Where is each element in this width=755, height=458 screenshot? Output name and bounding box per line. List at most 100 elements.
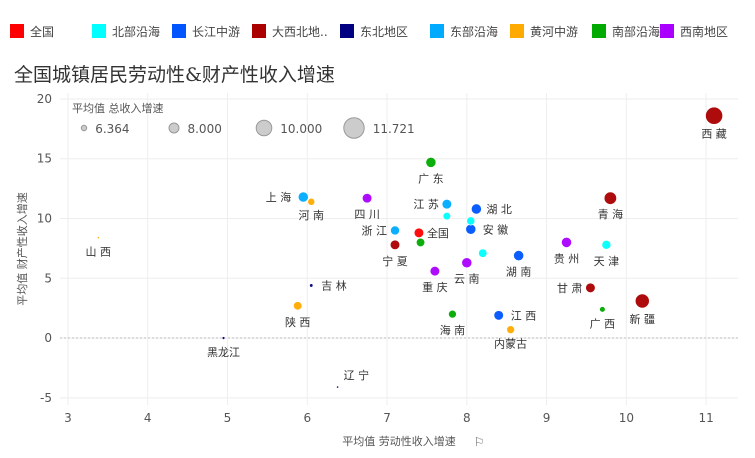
- data-label: 海 南: [440, 323, 466, 337]
- size-legend-label: 8.000: [187, 122, 221, 136]
- legend-swatch: [660, 24, 674, 38]
- data-point: [96, 236, 100, 240]
- x-tick-label: 5: [224, 411, 232, 425]
- data-label: 广 西: [590, 317, 616, 330]
- data-point: [292, 301, 303, 311]
- x-tick-label: 6: [303, 411, 311, 425]
- data-label: 西 藏: [701, 128, 727, 141]
- data-point: [390, 225, 401, 236]
- legend-item[interactable]: 北部沿海: [92, 22, 160, 40]
- data-label: 甘 肃: [557, 282, 583, 295]
- size-legend-label: 6.364: [95, 122, 129, 136]
- data-label: 上 海: [266, 190, 292, 204]
- legend-item[interactable]: 大西北地..: [252, 22, 328, 40]
- legend-swatch: [430, 24, 444, 38]
- legend-item[interactable]: 黄河中游: [510, 22, 578, 40]
- legend-swatch: [510, 24, 524, 38]
- data-point: [307, 197, 316, 206]
- data-label: 全国: [427, 226, 449, 240]
- data-point: [447, 309, 457, 319]
- legend-label: 长江中游: [192, 24, 241, 39]
- data-label: 辽 宁: [344, 368, 370, 382]
- data-label: 内蒙古: [494, 337, 527, 351]
- x-tick-label: 11: [698, 411, 713, 425]
- x-tick-label: 4: [144, 411, 152, 425]
- data-label: 江 西: [511, 309, 537, 322]
- y-tick-label: 10: [37, 212, 52, 226]
- data-label: 吉 林: [321, 278, 347, 292]
- data-label: 安 徽: [483, 222, 509, 236]
- size-legend-circle: [255, 119, 273, 137]
- data-point: [415, 237, 426, 248]
- data-label: 黑龙江: [207, 346, 240, 359]
- data-point: [413, 227, 425, 239]
- data-point: [603, 191, 618, 205]
- legend-swatch: [92, 24, 106, 38]
- data-label: 云 南: [454, 273, 480, 286]
- data-label: 山 西: [86, 246, 112, 259]
- data-label: 湖 北: [486, 203, 512, 216]
- legend-item[interactable]: 长江中游: [172, 22, 240, 40]
- legend-item[interactable]: 东北地区: [340, 22, 408, 40]
- y-tick-label: 15: [37, 152, 52, 166]
- legend-item[interactable]: 全国: [10, 22, 54, 40]
- data-point: [470, 203, 482, 215]
- data-label: 江 苏: [413, 198, 439, 211]
- legend-swatch: [172, 24, 186, 38]
- data-label: 贵 州: [554, 252, 580, 265]
- y-tick-label: -5: [40, 391, 52, 405]
- data-point: [221, 336, 226, 340]
- legend-label: 黄河中游: [530, 24, 579, 39]
- x-tick-label: 7: [383, 411, 391, 425]
- data-label: 湖 南: [506, 266, 532, 279]
- data-label: 浙 江: [362, 224, 388, 237]
- data-point: [442, 211, 452, 221]
- data-point: [441, 198, 453, 210]
- legend-swatch: [10, 24, 24, 38]
- data-point: [560, 236, 573, 248]
- data-point: [634, 293, 650, 309]
- legend-label: 大西北地..: [272, 24, 328, 39]
- data-point: [389, 239, 401, 251]
- data-point: [466, 216, 476, 226]
- data-point: [599, 306, 606, 313]
- data-point: [601, 239, 612, 250]
- size-legend-label: 10.000: [280, 122, 322, 136]
- data-point: [461, 257, 473, 269]
- data-label: 河 南: [299, 209, 325, 222]
- data-point: [361, 192, 373, 204]
- legend-item[interactable]: 东部沿海: [430, 22, 498, 40]
- y-tick-label: 0: [44, 331, 52, 345]
- size-legend-circle: [80, 124, 88, 132]
- data-point: [704, 106, 724, 125]
- size-legend-title: 平均值 总收入增速: [72, 101, 164, 115]
- x-tick-label: 10: [619, 411, 634, 425]
- data-label: 青 海: [598, 207, 624, 221]
- y-axis-title: 平均值 财产性收入增速: [15, 192, 29, 306]
- data-point: [478, 248, 488, 258]
- pin-icon: ⚐: [474, 435, 485, 449]
- data-point: [513, 250, 525, 262]
- data-label: 宁 夏: [382, 254, 408, 268]
- legend-label: 东部沿海: [450, 24, 499, 39]
- data-point: [506, 325, 516, 335]
- x-axis-title: 平均值 劳动性收入增速: [342, 434, 456, 448]
- legend-item[interactable]: 南部沿海: [592, 22, 660, 40]
- legend-label: 西南地区: [680, 24, 729, 39]
- data-label: 四 川: [354, 208, 380, 221]
- x-tick-label: 9: [543, 411, 551, 425]
- data-point: [425, 156, 437, 168]
- legend-swatch: [340, 24, 354, 38]
- chart-title: 全国城镇居民劳动性&财产性收入增速: [14, 64, 335, 86]
- legend-item[interactable]: 西南地区: [660, 22, 728, 40]
- y-tick-label: 20: [37, 92, 52, 106]
- size-legend-circle: [168, 122, 180, 134]
- data-point: [429, 265, 441, 277]
- y-tick-label: 5: [44, 271, 52, 285]
- data-point: [465, 223, 477, 235]
- data-label: 陕 西: [285, 315, 311, 329]
- data-label: 广 东: [418, 172, 444, 185]
- legend: 全国 北部沿海 长江中游 大西北地.. 东北地区 东部沿海 黄河中游 南部沿海 西南地区: [10, 22, 750, 42]
- legend-label: 南部沿海: [612, 24, 661, 39]
